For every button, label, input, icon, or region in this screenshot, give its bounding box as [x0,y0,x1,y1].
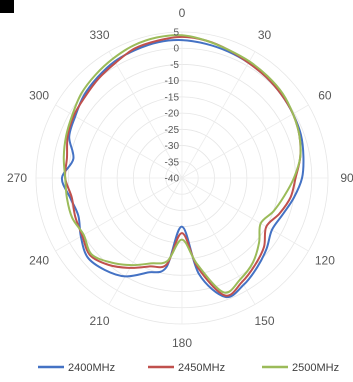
radial-tick-label: -15 [165,92,180,103]
corner-mark [0,0,14,13]
radial-tick-label: -5 [170,60,179,71]
spoke-line [181,177,309,252]
angle-tick-label: 300 [29,89,49,103]
series-lines [60,34,305,299]
radial-tick-labels: 5 0 -5 -10 -15 -20 -25 -30 -35 -40 [165,28,180,185]
angle-tick-label: 210 [89,314,109,328]
radial-tick-label: -10 [165,76,180,87]
spoke-line [55,177,183,252]
angle-tick-label: 30 [258,28,272,42]
radial-tick-label: 5 [173,28,179,39]
angle-tick-label: 0 [179,6,186,20]
spoke-line [108,51,183,179]
radial-tick-label: -25 [165,125,180,136]
legend: 2400MHz 2450MHz 2500MHz [38,362,339,374]
angle-tick-label: 60 [318,89,332,103]
radial-tick-label: 0 [173,44,179,55]
angle-tick-label: 180 [172,336,192,350]
legend-label: 2400MHz [68,362,115,374]
radial-tick-label: -30 [165,141,180,152]
spoke-line [181,177,256,305]
spoke-line [181,51,256,179]
legend-label: 2500MHz [292,362,339,374]
angle-tick-label: 240 [29,254,49,268]
radial-tick-label: -40 [165,174,180,185]
legend-label: 2450MHz [178,362,225,374]
angle-tick-label: 270 [7,171,27,185]
angle-tick-label: 120 [315,254,335,268]
angle-tick-label: 330 [89,28,109,42]
spoke-line [181,104,309,179]
angle-tick-label: 90 [340,171,353,185]
angle-tick-label: 150 [254,314,274,328]
spoke-line [108,177,183,305]
spoke-line [55,104,183,179]
angle-tick-labels: 0 30 60 90 120 150 180 210 240 270 300 330 [7,6,353,350]
radial-tick-label: -20 [165,109,180,120]
spokes [36,32,328,324]
series-line-2500MHz [62,34,302,294]
radial-tick-label: -35 [165,157,180,168]
